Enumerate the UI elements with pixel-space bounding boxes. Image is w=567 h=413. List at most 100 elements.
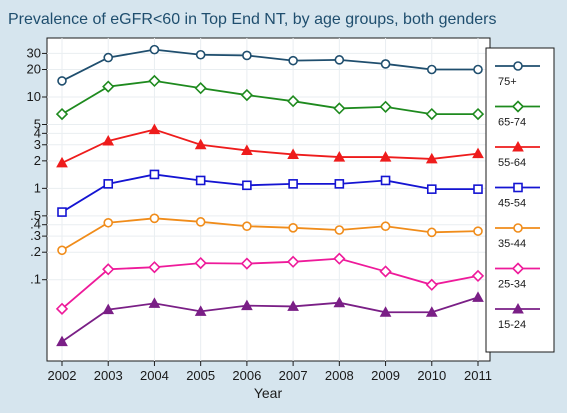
data-point <box>149 169 160 180</box>
legend-label: 45-54 <box>498 198 526 210</box>
data-point <box>57 76 67 86</box>
data-point <box>379 100 392 113</box>
series-line <box>61 257 479 310</box>
data-point <box>57 207 67 217</box>
data-point <box>425 152 438 164</box>
legend-swatch-marker <box>512 140 524 152</box>
data-point <box>242 180 252 191</box>
data-point <box>148 297 161 308</box>
data-point <box>103 179 114 189</box>
chart-title: Prevalence of eGFR<60 in Top End NT, by … <box>8 11 496 28</box>
series-55-64 <box>56 123 484 168</box>
data-point <box>426 227 437 238</box>
y-tick-label: 20 <box>27 61 41 76</box>
x-axis-title: Year <box>254 385 283 401</box>
legend-item: 35-44 <box>495 223 540 250</box>
data-point <box>194 138 207 150</box>
legend-swatch-marker <box>511 100 525 113</box>
legend-item: 55-64 <box>495 140 540 169</box>
y-tick-label: 2 <box>34 153 41 168</box>
data-point <box>148 123 161 135</box>
legend-swatch-marker <box>513 223 523 233</box>
data-point <box>286 255 300 268</box>
data-point <box>333 296 346 308</box>
data-point <box>102 80 115 93</box>
data-point <box>102 303 115 315</box>
data-point <box>242 221 252 232</box>
legend <box>485 47 555 353</box>
data-point <box>240 88 254 102</box>
series-line <box>61 173 478 213</box>
data-point <box>288 179 298 189</box>
x-tick-label: 2006 <box>232 368 261 383</box>
data-point <box>471 269 485 283</box>
data-point <box>473 226 483 236</box>
x-tick-label: 2010 <box>417 368 446 383</box>
y-tick-label: 10 <box>27 89 41 104</box>
data-point <box>472 291 484 302</box>
data-point <box>103 217 114 228</box>
data-point <box>425 306 438 317</box>
legend-label: 75+ <box>498 76 517 88</box>
data-point <box>148 261 161 274</box>
data-point <box>334 55 345 65</box>
data-point <box>194 82 207 95</box>
data-point <box>380 221 391 232</box>
data-point <box>103 52 114 63</box>
x-tick-label: 2007 <box>279 368 308 383</box>
legend-label: 55-64 <box>498 157 526 169</box>
data-point <box>102 134 115 146</box>
x-axis: 2002 2003 2004 2005 2006 2007 2008 2009 2010 2011 <box>48 361 492 383</box>
legend-label: 35-44 <box>498 238 526 250</box>
series-75plus <box>57 44 483 86</box>
data-point <box>55 302 69 315</box>
data-point <box>425 107 438 121</box>
series-line <box>61 296 479 343</box>
data-point <box>240 257 254 270</box>
legend-item: 65-74 <box>495 100 540 129</box>
y-tick-label: 1 <box>34 180 41 195</box>
y-tick-label: .1 <box>30 272 41 287</box>
series-line <box>61 48 478 82</box>
data-point <box>56 156 68 168</box>
data-point <box>379 306 392 317</box>
data-point <box>195 49 206 60</box>
data-point <box>195 217 206 227</box>
x-tick-label: 2009 <box>371 368 400 383</box>
legend-item: 25-34 <box>495 262 540 291</box>
series-line <box>61 217 479 252</box>
data-point <box>472 147 484 159</box>
data-point <box>241 144 253 155</box>
y-tick-label: .2 <box>30 244 41 259</box>
legend-swatch-marker <box>512 302 524 314</box>
x-tick-label: 2008 <box>325 368 354 383</box>
data-point <box>288 55 298 66</box>
x-tick-label: 2004 <box>140 368 169 383</box>
data-point <box>149 44 160 55</box>
y-tick-label: 3 <box>34 137 41 152</box>
data-point <box>288 222 298 233</box>
series-15-24 <box>56 291 484 347</box>
grid-lines <box>47 38 490 361</box>
data-point <box>194 305 207 316</box>
data-point <box>471 107 485 121</box>
data-point <box>241 299 253 311</box>
legend-item: 75+ <box>495 61 540 88</box>
legend-items: 75+ 65-74 55-64 45-54 35-44 25-34 15-24 <box>495 61 540 331</box>
data-point <box>242 50 252 61</box>
legend-label: 15-24 <box>498 319 526 331</box>
legend-swatch-marker <box>511 262 525 275</box>
series-25-34 <box>55 252 485 315</box>
y-tick-label: 4 <box>34 125 41 140</box>
series-35-44 <box>57 213 483 256</box>
data-point <box>426 184 437 194</box>
legend-item: 45-54 <box>495 182 540 210</box>
x-tick-label: 2011 <box>464 368 492 383</box>
legend-swatch-marker <box>513 182 523 193</box>
x-tick-label: 2002 <box>48 368 77 383</box>
data-point <box>149 213 160 224</box>
data-point <box>333 102 346 115</box>
